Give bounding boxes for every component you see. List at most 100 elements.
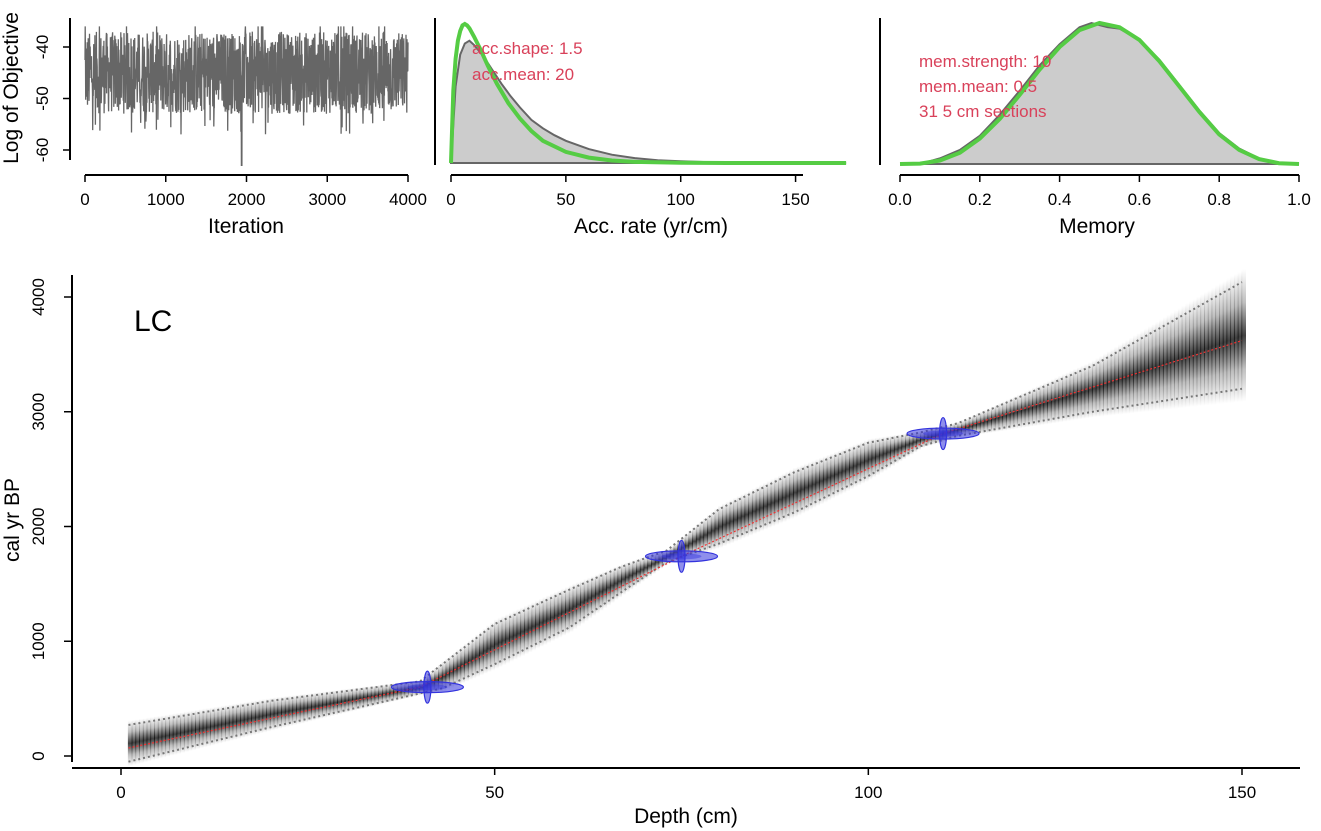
envelope-strip	[964, 418, 970, 437]
envelope-strip	[251, 700, 256, 736]
envelope-strip	[1062, 374, 1067, 422]
envelope-strip	[1125, 339, 1131, 414]
log-objective-trace	[84, 26, 409, 167]
envelope-strip	[191, 710, 196, 751]
envelope-strip	[367, 686, 372, 708]
envelope-strip	[707, 514, 712, 552]
envelope-strip	[527, 603, 533, 653]
acc-rate-prior	[449, 21, 847, 165]
envelope-strip	[1039, 384, 1045, 426]
envelope-strip	[1017, 394, 1022, 429]
envelope-strip	[815, 459, 821, 507]
envelope-strip	[763, 482, 768, 530]
envelope-strip	[325, 691, 331, 718]
envelope-strip	[146, 717, 152, 762]
envelope-strip	[1177, 308, 1183, 409]
p1-y-tick-label: -60	[33, 138, 52, 163]
p3-x-tick-label: 0.2	[968, 190, 992, 209]
envelope-strip	[759, 484, 764, 532]
envelope-strip	[202, 708, 208, 748]
envelope-strip	[1215, 285, 1220, 405]
envelope-strip	[344, 688, 350, 713]
p1-y-tick-label: -50	[33, 86, 52, 111]
envelope-strip	[878, 437, 884, 474]
envelope-strip	[509, 612, 514, 662]
envelope-strip	[748, 490, 753, 536]
envelope-strip	[882, 436, 888, 471]
date-core	[661, 553, 702, 560]
envelope-strip	[348, 688, 353, 712]
p4-x-tick-label: 150	[1228, 783, 1256, 802]
envelope-strip	[1222, 280, 1228, 404]
acc-mean-note: acc.mean: 20	[472, 65, 574, 84]
envelope-strip	[733, 497, 738, 542]
p1-x-label: Iteration	[208, 215, 284, 238]
envelope-strip	[987, 408, 992, 433]
envelope-strip	[602, 571, 608, 609]
envelope-strip	[1226, 278, 1232, 404]
envelope-strip	[778, 475, 783, 524]
p4-x-tick-label: 100	[854, 783, 882, 802]
envelope-strip	[897, 434, 903, 462]
envelope-strip	[755, 486, 761, 533]
envelope-strip	[1020, 392, 1026, 428]
date-core	[407, 684, 448, 691]
p3-x-label: Memory	[1059, 215, 1135, 238]
envelope-strip	[1013, 396, 1019, 429]
envelope-strip	[281, 696, 286, 728]
p2-x-tick-label: 150	[781, 190, 809, 209]
envelope-strip	[516, 609, 522, 658]
envelope-strip	[1009, 397, 1015, 430]
envelope-strip	[1170, 312, 1176, 409]
envelope-strip	[1002, 401, 1007, 431]
envelope-strip	[703, 517, 708, 553]
envelope-strip	[621, 563, 626, 595]
envelope-strip	[460, 646, 466, 684]
envelope-strip	[587, 577, 593, 619]
envelope-strip	[359, 687, 365, 710]
envelope-strip	[318, 692, 324, 719]
envelope-strip	[355, 687, 361, 710]
envelope-strip	[624, 562, 630, 593]
p1-x-tick-label: 0	[80, 190, 89, 209]
envelope-strip	[154, 716, 159, 760]
envelope-strip	[531, 602, 537, 651]
envelope-strip	[972, 414, 977, 436]
envelope-strip	[639, 557, 645, 582]
envelope-strip	[512, 610, 518, 660]
envelope-strip	[998, 403, 1004, 432]
envelope-strip	[236, 703, 241, 739]
envelope-strip	[542, 597, 548, 645]
p4-x-tick-label: 50	[485, 783, 504, 802]
envelope-strip	[1035, 385, 1041, 426]
p3-x-tick-label: 0.6	[1128, 190, 1152, 209]
p4-y-tick-label: 1000	[29, 622, 48, 660]
envelope-strip	[486, 625, 492, 673]
envelope-strip	[651, 554, 656, 574]
envelope-strip	[195, 709, 200, 750]
envelope-strip	[912, 431, 918, 453]
envelope-strip	[849, 446, 854, 490]
p4-x-tick-label: 0	[116, 783, 125, 802]
envelope-strip	[1088, 362, 1093, 418]
p4-y-tick-label: 2000	[29, 508, 48, 546]
envelope-strip	[1054, 377, 1060, 423]
p1-y-label: Log of Objective	[0, 12, 23, 164]
envelope-strip	[370, 685, 376, 707]
envelope-strip	[254, 700, 260, 735]
envelope-strip	[1047, 380, 1052, 424]
envelope-strip	[725, 501, 731, 545]
envelope-strip	[258, 699, 264, 734]
envelope-strip	[766, 480, 772, 529]
envelope-strip	[1237, 271, 1243, 402]
envelope-strip	[837, 450, 843, 495]
envelope-strip	[606, 569, 611, 606]
date-core	[923, 430, 964, 437]
envelope-strip	[333, 690, 338, 716]
envelope-strip	[736, 495, 742, 541]
envelope-strip	[441, 661, 447, 692]
envelope-strip	[471, 637, 477, 679]
envelope-strip	[991, 406, 996, 433]
envelope-strip	[591, 575, 596, 617]
envelope-strip	[1118, 344, 1123, 415]
